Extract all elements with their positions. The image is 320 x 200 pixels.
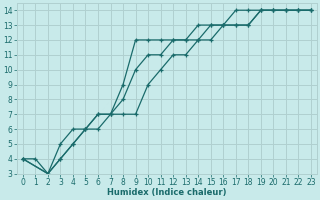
X-axis label: Humidex (Indice chaleur): Humidex (Indice chaleur) — [107, 188, 227, 197]
